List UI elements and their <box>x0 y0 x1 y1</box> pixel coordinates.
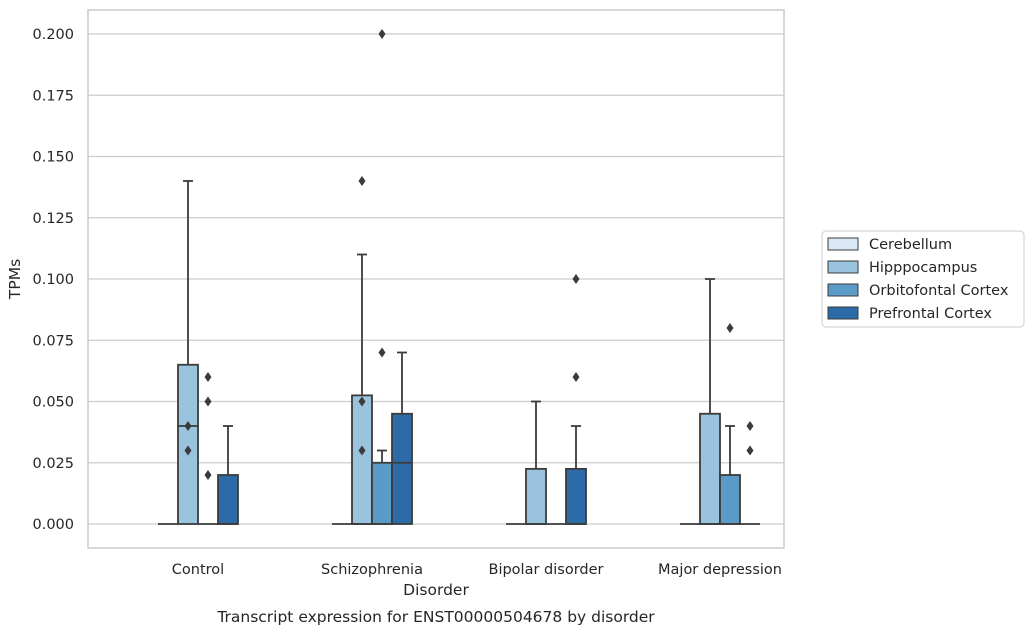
box-prefrontal-cortex <box>391 351 413 525</box>
box-orbitofontal-cortex <box>371 29 393 525</box>
box-hipppocampus <box>177 180 199 525</box>
box-prefrontal-cortex <box>740 421 760 525</box>
y-tick-label: 0.100 <box>32 272 74 288</box>
y-tick-label: 0.075 <box>32 333 74 349</box>
outlier-point <box>358 396 366 407</box>
outlier-point <box>746 421 754 431</box>
box-body <box>565 467 587 525</box>
legend-frame <box>821 230 1025 328</box>
y-tick-label: 0.000 <box>32 517 74 533</box>
box-prefrontal-cortex <box>565 274 587 525</box>
legend-swatch <box>827 306 859 320</box>
box-prefrontal-cortex <box>217 425 239 525</box>
legend-swatch <box>827 260 859 274</box>
x-tick-label: Schizophrenia <box>321 562 423 578</box>
box-hipppocampus <box>351 176 373 525</box>
box-body <box>391 412 413 525</box>
outlier-point <box>204 396 212 407</box>
outlier-point <box>726 323 734 333</box>
legend-swatch <box>827 237 859 251</box>
box-body <box>177 363 199 525</box>
outlier-point <box>572 274 580 284</box>
box-hipppocampus <box>525 400 547 525</box>
y-tick-label: 0.125 <box>32 211 74 227</box>
outlier-point <box>572 372 580 382</box>
outlier-point <box>204 372 212 382</box>
box-body <box>371 461 393 525</box>
plot-frame <box>87 9 785 549</box>
boxes <box>158 29 760 525</box>
outlier-point <box>184 445 192 456</box>
box-body <box>351 394 373 525</box>
outlier-point <box>378 347 386 358</box>
legend-label: Cerebellum <box>869 237 952 253</box>
legend-label: Prefrontal Cortex <box>869 306 992 322</box>
box-orbitofontal-cortex <box>719 323 741 525</box>
legend-label: Orbitofontal Cortex <box>869 283 1009 299</box>
y-tick-labels: 0.000 0.025 0.050 0.075 0.100 0.125 0.150 0.175… <box>32 27 74 533</box>
box-hipppocampus <box>699 278 721 525</box>
box-body <box>699 412 721 525</box>
x-axis-title: Disorder <box>403 581 469 599</box>
outlier-point <box>204 470 212 480</box>
legend-label: Hipppocampus <box>869 260 977 276</box>
box-body <box>719 474 741 525</box>
x-tick-label: Control <box>172 562 224 578</box>
legend: Cerebellum Hipppocampus Orbitofontal Corte… <box>821 230 1025 328</box>
box-body <box>525 467 547 525</box>
outlier-point <box>358 176 366 186</box>
outlier-point <box>378 29 386 39</box>
y-axis-title: TPMs <box>6 259 24 300</box>
outlier-point <box>358 445 366 456</box>
y-tick-label: 0.200 <box>32 27 74 43</box>
box-body <box>217 474 239 525</box>
outlier-point <box>184 421 192 431</box>
y-tick-label: 0.175 <box>32 88 74 104</box>
legend-swatch <box>827 283 859 297</box>
x-tick-label: Bipolar disorder <box>489 562 604 578</box>
box-orbitofontal-cortex <box>198 372 218 525</box>
outlier-point <box>746 445 754 456</box>
y-tick-label: 0.150 <box>32 150 74 166</box>
y-tick-label: 0.050 <box>32 395 74 411</box>
x-tick-labels: Control Schizophrenia Bipolar disorder Majo… <box>172 562 782 578</box>
x-tick-label: Major depression <box>658 562 782 578</box>
chart-caption: Transcript expression for ENST0000050467… <box>216 608 655 626</box>
y-tick-label: 0.025 <box>32 456 74 472</box>
